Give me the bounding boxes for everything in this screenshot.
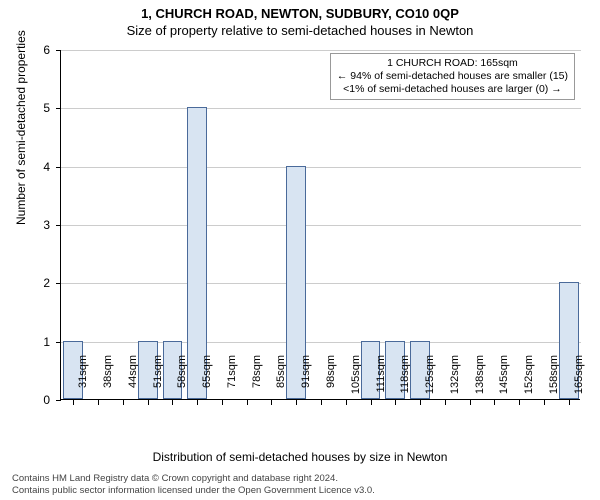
- ytick-label: 5: [30, 101, 50, 115]
- xtick-label: 65sqm: [201, 355, 213, 405]
- ytick-mark: [56, 167, 61, 168]
- ytick-label: 3: [30, 218, 50, 232]
- annotation-line2: ← 94% of semi-detached houses are smalle…: [337, 70, 568, 83]
- xtick-label: 38sqm: [102, 355, 114, 405]
- xtick-mark: [494, 400, 495, 405]
- xtick-label: 98sqm: [325, 355, 337, 405]
- xtick-mark: [420, 400, 421, 405]
- ytick-mark: [56, 342, 61, 343]
- xtick-label: 78sqm: [251, 355, 263, 405]
- chart-area: 31sqm38sqm44sqm51sqm58sqm65sqm71sqm78sqm…: [60, 50, 580, 400]
- xtick-label: 132sqm: [449, 355, 461, 405]
- gridline: [61, 283, 581, 284]
- annotation-line1: 1 CHURCH ROAD: 165sqm: [337, 57, 568, 70]
- xtick-mark: [519, 400, 520, 405]
- gridline: [61, 108, 581, 109]
- xtick-mark: [123, 400, 124, 405]
- annotation-line3: <1% of semi-detached houses are larger (…: [337, 83, 568, 96]
- ytick-mark: [56, 400, 61, 401]
- plot-region: 31sqm38sqm44sqm51sqm58sqm65sqm71sqm78sqm…: [60, 50, 580, 400]
- xtick-mark: [98, 400, 99, 405]
- xtick-mark: [271, 400, 272, 405]
- xtick-label: 165sqm: [573, 355, 585, 405]
- chart-subtitle: Size of property relative to semi-detach…: [0, 21, 600, 38]
- xtick-mark: [470, 400, 471, 405]
- x-axis-label: Distribution of semi-detached houses by …: [0, 450, 600, 464]
- xtick-mark: [73, 400, 74, 405]
- xtick-label: 71sqm: [226, 355, 238, 405]
- footer-line2: Contains public sector information licen…: [12, 485, 375, 496]
- gridline: [61, 167, 581, 168]
- ytick-label: 6: [30, 43, 50, 57]
- ytick-label: 1: [30, 335, 50, 349]
- xtick-mark: [172, 400, 173, 405]
- xtick-mark: [222, 400, 223, 405]
- xtick-label: 31sqm: [77, 355, 89, 405]
- ytick-mark: [56, 225, 61, 226]
- ytick-label: 0: [30, 393, 50, 407]
- ytick-mark: [56, 108, 61, 109]
- gridline: [61, 50, 581, 51]
- xtick-label: 125sqm: [424, 355, 436, 405]
- y-axis-label: Number of semi-detached properties: [14, 30, 28, 225]
- xtick-label: 152sqm: [523, 355, 535, 405]
- gridline: [61, 225, 581, 226]
- ytick-label: 2: [30, 276, 50, 290]
- annotation-box: 1 CHURCH ROAD: 165sqm ← 94% of semi-deta…: [330, 53, 575, 100]
- ytick-mark: [56, 50, 61, 51]
- xtick-label: 138sqm: [474, 355, 486, 405]
- xtick-mark: [346, 400, 347, 405]
- xtick-mark: [197, 400, 198, 405]
- xtick-mark: [371, 400, 372, 405]
- xtick-label: 91sqm: [300, 355, 312, 405]
- xtick-mark: [395, 400, 396, 405]
- xtick-mark: [247, 400, 248, 405]
- footer-attribution: Contains HM Land Registry data © Crown c…: [12, 473, 375, 496]
- ytick-mark: [56, 283, 61, 284]
- xtick-mark: [544, 400, 545, 405]
- xtick-label: 145sqm: [498, 355, 510, 405]
- ytick-label: 4: [30, 160, 50, 174]
- xtick-mark: [569, 400, 570, 405]
- xtick-mark: [296, 400, 297, 405]
- xtick-mark: [445, 400, 446, 405]
- xtick-mark: [321, 400, 322, 405]
- footer-line1: Contains HM Land Registry data © Crown c…: [12, 473, 375, 484]
- chart-title: 1, CHURCH ROAD, NEWTON, SUDBURY, CO10 0Q…: [0, 0, 600, 21]
- xtick-mark: [148, 400, 149, 405]
